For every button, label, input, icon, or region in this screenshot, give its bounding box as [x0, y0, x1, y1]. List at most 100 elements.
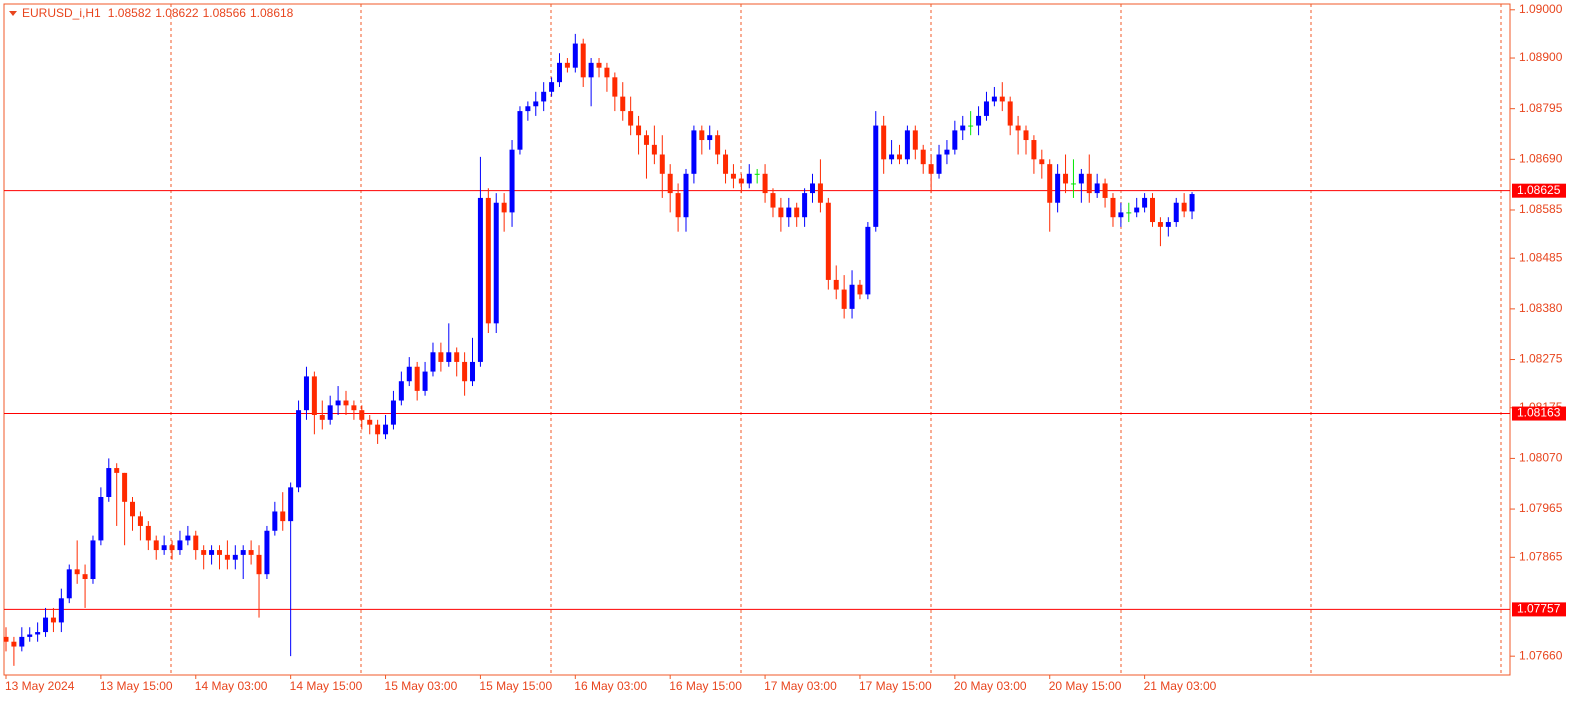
candle — [667, 164, 673, 213]
candle — [145, 521, 151, 551]
candle-body — [1086, 173, 1092, 194]
candle-body — [319, 414, 325, 420]
candle — [517, 106, 523, 155]
candle-body — [675, 193, 681, 218]
candle — [232, 545, 238, 570]
candle-body — [3, 636, 9, 642]
candle — [604, 62, 610, 92]
candle-body — [216, 550, 222, 555]
candle-body — [232, 554, 238, 560]
candle — [636, 115, 642, 155]
candle — [723, 149, 729, 184]
candle-body — [564, 62, 570, 68]
candle-body — [730, 173, 736, 179]
candle-body — [106, 468, 112, 497]
high-value: 1.08622 — [155, 6, 199, 20]
candle-body — [335, 400, 341, 406]
candle — [311, 371, 317, 435]
candle-body — [976, 115, 982, 126]
candle — [288, 482, 294, 657]
candle — [264, 525, 270, 580]
candle-body — [414, 366, 420, 391]
candle-body — [643, 135, 649, 145]
y-tick-label: 1.07660 — [1519, 648, 1563, 662]
candle — [153, 535, 159, 560]
candle-body — [778, 207, 784, 218]
candle — [1134, 197, 1140, 218]
candle — [659, 135, 665, 198]
candle-body — [1094, 183, 1100, 194]
candle-body — [1150, 197, 1156, 223]
candle-body — [904, 130, 910, 160]
candle-body — [430, 352, 436, 372]
candle-body — [889, 154, 895, 160]
x-tick-label: 17 May 15:00 — [859, 679, 932, 693]
candle-body — [1126, 212, 1132, 214]
candle — [438, 342, 444, 372]
chart-header: EURUSD_i,H1 1.08582 1.08622 1.08566 1.08618 — [22, 6, 294, 20]
candle — [730, 164, 736, 189]
candle — [303, 366, 309, 420]
candle-body — [833, 279, 839, 290]
candle-body — [485, 197, 491, 324]
x-tick-label: 15 May 15:00 — [479, 679, 552, 693]
candle-body — [1039, 159, 1045, 165]
candle — [580, 38, 586, 87]
candle — [770, 188, 776, 218]
collapse-triangle[interactable] — [9, 11, 17, 16]
candle-body — [43, 617, 49, 633]
candle-body — [715, 135, 721, 155]
candle — [169, 540, 175, 560]
candle — [74, 540, 80, 584]
candle — [541, 82, 547, 112]
candle-body — [572, 43, 578, 68]
candle — [1150, 193, 1156, 227]
candle-body — [185, 535, 191, 541]
y-tick-label: 1.08380 — [1519, 301, 1563, 315]
candle-body — [991, 96, 997, 102]
candle-body — [248, 550, 254, 555]
candle — [889, 140, 895, 165]
candle — [1142, 193, 1148, 213]
candle — [1165, 217, 1171, 237]
candle-body — [620, 96, 626, 112]
candle-body — [1047, 164, 1053, 203]
candle — [1055, 164, 1061, 213]
candle-body — [723, 154, 729, 174]
candle — [1047, 159, 1053, 232]
candle — [130, 496, 136, 531]
candle — [90, 535, 96, 584]
candle — [209, 545, 215, 565]
candle-body — [841, 289, 847, 309]
candle — [98, 487, 104, 546]
candle-body — [130, 501, 136, 517]
candle — [643, 130, 649, 179]
candle — [327, 395, 333, 425]
candle — [216, 545, 222, 570]
candle — [825, 197, 831, 290]
candle — [691, 125, 697, 184]
candle-body — [612, 77, 618, 97]
candle — [564, 58, 570, 73]
candle-body — [1189, 194, 1195, 212]
candle-body — [264, 530, 270, 575]
candle — [50, 607, 56, 633]
candle-body — [746, 173, 752, 184]
symbol: EURUSD_i,H1 — [22, 6, 101, 20]
candle-body — [596, 62, 602, 68]
candle — [920, 144, 926, 174]
candle — [240, 545, 246, 580]
candle — [865, 222, 871, 300]
candle-body — [288, 487, 294, 522]
candle-body — [446, 352, 452, 362]
level-label-box — [1512, 183, 1566, 198]
x-tick-label: 16 May 15:00 — [669, 679, 742, 693]
candle-body — [1118, 212, 1124, 218]
candle-body — [810, 183, 816, 194]
candle — [928, 154, 934, 194]
candle — [699, 125, 705, 155]
candle — [1063, 154, 1069, 194]
candle-body — [193, 535, 199, 551]
candle — [82, 564, 88, 608]
candle — [201, 545, 207, 570]
